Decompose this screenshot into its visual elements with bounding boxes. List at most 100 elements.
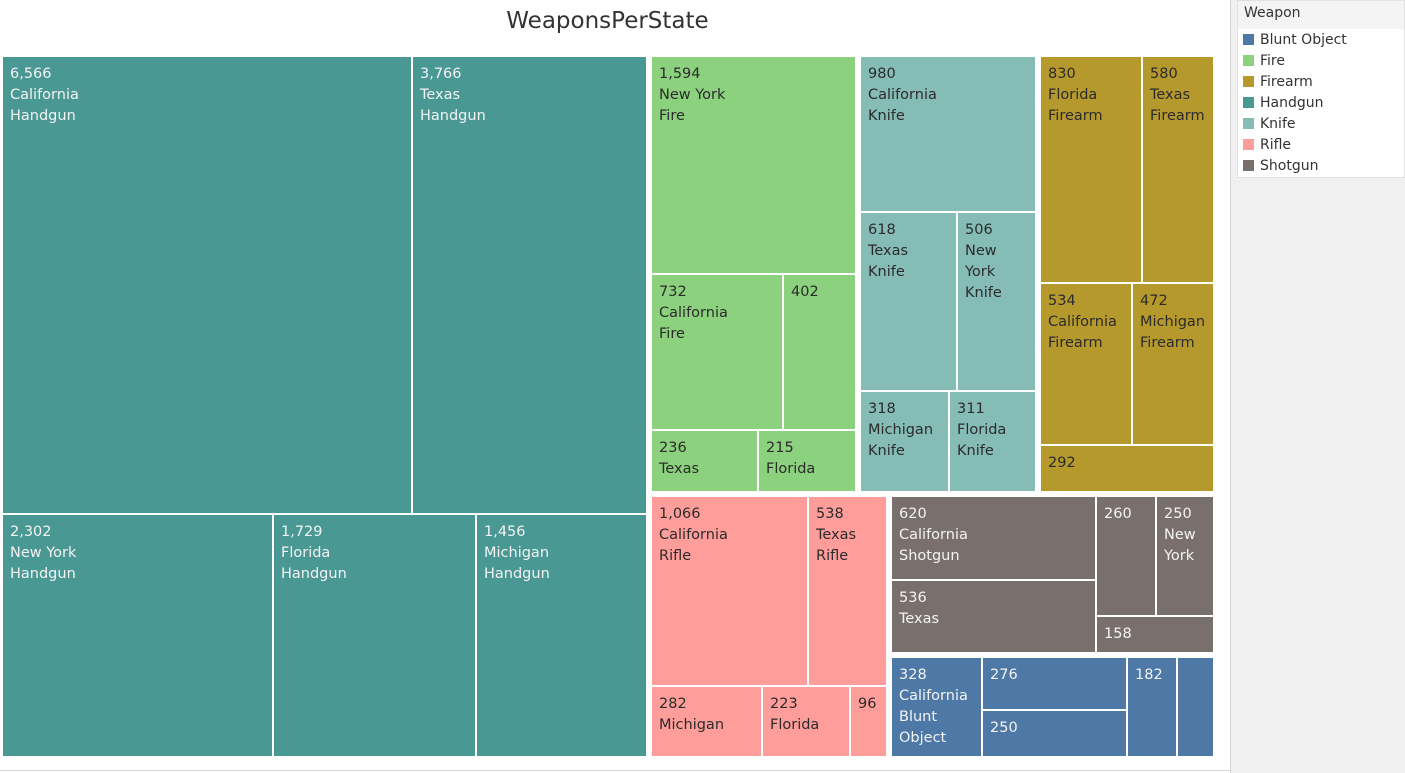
treemap-cell-knife-michigan[interactable]: 318 Michigan Knife (860, 391, 949, 492)
cell-value-label: 538 (816, 506, 844, 522)
legend-title: Weapon (1238, 1, 1404, 29)
treemap-cell-fire-texas[interactable]: 236 Texas (651, 430, 758, 492)
treemap-cell-firearm-5[interactable]: 292 (1040, 445, 1214, 492)
cell-value-label: 6,566 (10, 66, 52, 82)
legend-label: Blunt Object (1260, 31, 1347, 48)
cell-text-label: Michigan (484, 545, 550, 561)
cell-text-label: Rifle (816, 548, 849, 564)
cell-value-label: 223 (770, 696, 798, 712)
legend-label: Rifle (1260, 136, 1292, 153)
cell-text-label: California (899, 688, 968, 704)
cell-text-label: Texas (1150, 87, 1191, 103)
cell-text-label: York (965, 264, 996, 280)
cell-text-label: Florida (766, 461, 816, 477)
cell-value-label: 1,066 (659, 506, 701, 522)
legend-swatch (1243, 55, 1254, 66)
legend-items: Blunt Object Fire Firearm Handgun Knife Rifle… (1238, 29, 1404, 176)
cell-text-label: Object (899, 730, 947, 746)
treemap-cell-knife-florida[interactable]: 311 Florida Knife (949, 391, 1036, 492)
legend-label: Knife (1260, 115, 1296, 132)
cell-text-label: Blunt (899, 709, 938, 725)
legend-swatch (1243, 76, 1254, 87)
cell-value-label: 618 (868, 222, 896, 238)
treemap-cell-handgun-new-york[interactable]: 2,302 New York Handgun (2, 514, 273, 757)
cell-value-label: 980 (868, 66, 896, 82)
treemap-cell-firearm-texas[interactable]: 580 Texas Firearm (1142, 56, 1214, 283)
cell-value-label: 3,766 (420, 66, 462, 82)
cell-value-label: 276 (990, 667, 1018, 683)
legend-item-firearm[interactable]: Firearm (1238, 71, 1404, 92)
chart-title: WeaponsPerState (506, 8, 709, 34)
cell-text-label: Texas (420, 87, 461, 103)
treemap-cell-shotgun-texas[interactable]: 536 Texas (891, 580, 1096, 653)
cell-value-label: 1,456 (484, 524, 526, 540)
treemap-cell-knife-new-york[interactable]: 506 New York Knife (957, 212, 1036, 391)
treemap-cell-firearm-california[interactable]: 534 California Firearm (1040, 283, 1132, 445)
legend-swatch (1243, 118, 1254, 129)
cell-text-label: Michigan (1140, 314, 1206, 330)
treemap-cell-handgun-michigan[interactable]: 1,456 Michigan Handgun (476, 514, 647, 757)
cell-text-label: Fire (659, 108, 685, 124)
cell-text-label: Knife (868, 264, 905, 280)
legend-item-shotgun[interactable]: Shotgun (1238, 155, 1404, 176)
treemap-cell-blunt-object-3[interactable]: 250 (982, 710, 1127, 757)
cell-text-label: Knife (868, 443, 905, 459)
treemap-cell-shotgun-3[interactable]: 260 (1096, 496, 1156, 616)
cell-text-label: Firearm (1150, 108, 1205, 124)
cell-text-label: New York (10, 545, 77, 561)
treemap-cell-handgun-california[interactable]: 6,566 California Handgun (2, 56, 412, 514)
treemap-cell-handgun-florida[interactable]: 1,729 Florida Handgun (273, 514, 476, 757)
legend-item-knife[interactable]: Knife (1238, 113, 1404, 134)
treemap-cell-rifle-california[interactable]: 1,066 California Rifle (651, 496, 808, 686)
cell-text-label: California (899, 527, 968, 543)
cell-value-label: 215 (766, 440, 794, 456)
treemap-cell-blunt-object-5[interactable] (1177, 657, 1214, 757)
cell-text-label: Florida (957, 422, 1007, 438)
treemap-cell-rifle-florida[interactable]: 223 Florida (762, 686, 850, 757)
legend-item-handgun[interactable]: Handgun (1238, 92, 1404, 113)
cell-value-label: 96 (858, 696, 877, 712)
cell-text-label: California (659, 527, 728, 543)
legend-swatch (1243, 160, 1254, 171)
treemap-cell-rifle-michigan[interactable]: 282 Michigan (651, 686, 762, 757)
legend-item-rifle[interactable]: Rifle (1238, 134, 1404, 155)
legend: Weapon Blunt Object Fire Firearm Handgun Kni… (1237, 0, 1405, 178)
cell-text-label: California (10, 87, 79, 103)
cell-text-label: Texas (659, 461, 700, 477)
legend-item-blunt-object[interactable]: Blunt Object (1238, 29, 1404, 50)
treemap-cell-knife-california[interactable]: 980 California Knife (860, 56, 1036, 212)
cell-text-label: York (1164, 548, 1195, 564)
cell-value-label: 311 (957, 401, 985, 417)
cell-text-label: Handgun (420, 108, 486, 124)
cell-value-label: 158 (1104, 626, 1132, 642)
cell-text-label: Florida (1048, 87, 1098, 103)
treemap-cell-fire-florida[interactable]: 215 Florida (758, 430, 856, 492)
treemap-cell-blunt-object-california[interactable]: 328 California Blunt Object (891, 657, 982, 757)
treemap-cell-fire-new-york[interactable]: 1,594 New York Fire (651, 56, 856, 274)
treemap-cell-fire-3[interactable]: 402 (783, 274, 856, 430)
cell-text-label: Firearm (1140, 335, 1195, 351)
cell-text-label: California (868, 87, 937, 103)
treemap-cell-firearm-florida[interactable]: 830 Florida Firearm (1040, 56, 1142, 283)
treemap-cell-rifle-texas[interactable]: 538 Texas Rifle (808, 496, 887, 686)
cell-text-label: Knife (965, 285, 1002, 301)
treemap-cell-firearm-michigan[interactable]: 472 Michigan Firearm (1132, 283, 1214, 445)
cell-value-label: 236 (659, 440, 687, 456)
treemap-cell-shotgun-5[interactable]: 158 (1096, 616, 1214, 653)
cell-value-label: 472 (1140, 293, 1168, 309)
treemap-cell-blunt-object-2[interactable]: 276 (982, 657, 1127, 710)
legend-item-fire[interactable]: Fire (1238, 50, 1404, 71)
treemap-cell-handgun-texas[interactable]: 3,766 Texas Handgun (412, 56, 647, 514)
cell-text-label: Florida (770, 717, 820, 733)
treemap-cell-rifle-5[interactable]: 96 (850, 686, 887, 757)
cell-value-label: 506 (965, 222, 993, 238)
treemap-cell-shotgun-new-york[interactable]: 250 New York (1156, 496, 1214, 616)
treemap-cell-blunt-object-4[interactable]: 182 (1127, 657, 1177, 757)
cell-value-label: 534 (1048, 293, 1076, 309)
cell-value-label: 318 (868, 401, 896, 417)
cell-value-label: 732 (659, 284, 687, 300)
treemap-cell-shotgun-california[interactable]: 620 California Shotgun (891, 496, 1096, 580)
treemap-cell-fire-california[interactable]: 732 California Fire (651, 274, 783, 430)
cell-value-label: 402 (791, 284, 819, 300)
treemap-cell-knife-texas[interactable]: 618 Texas Knife (860, 212, 957, 391)
